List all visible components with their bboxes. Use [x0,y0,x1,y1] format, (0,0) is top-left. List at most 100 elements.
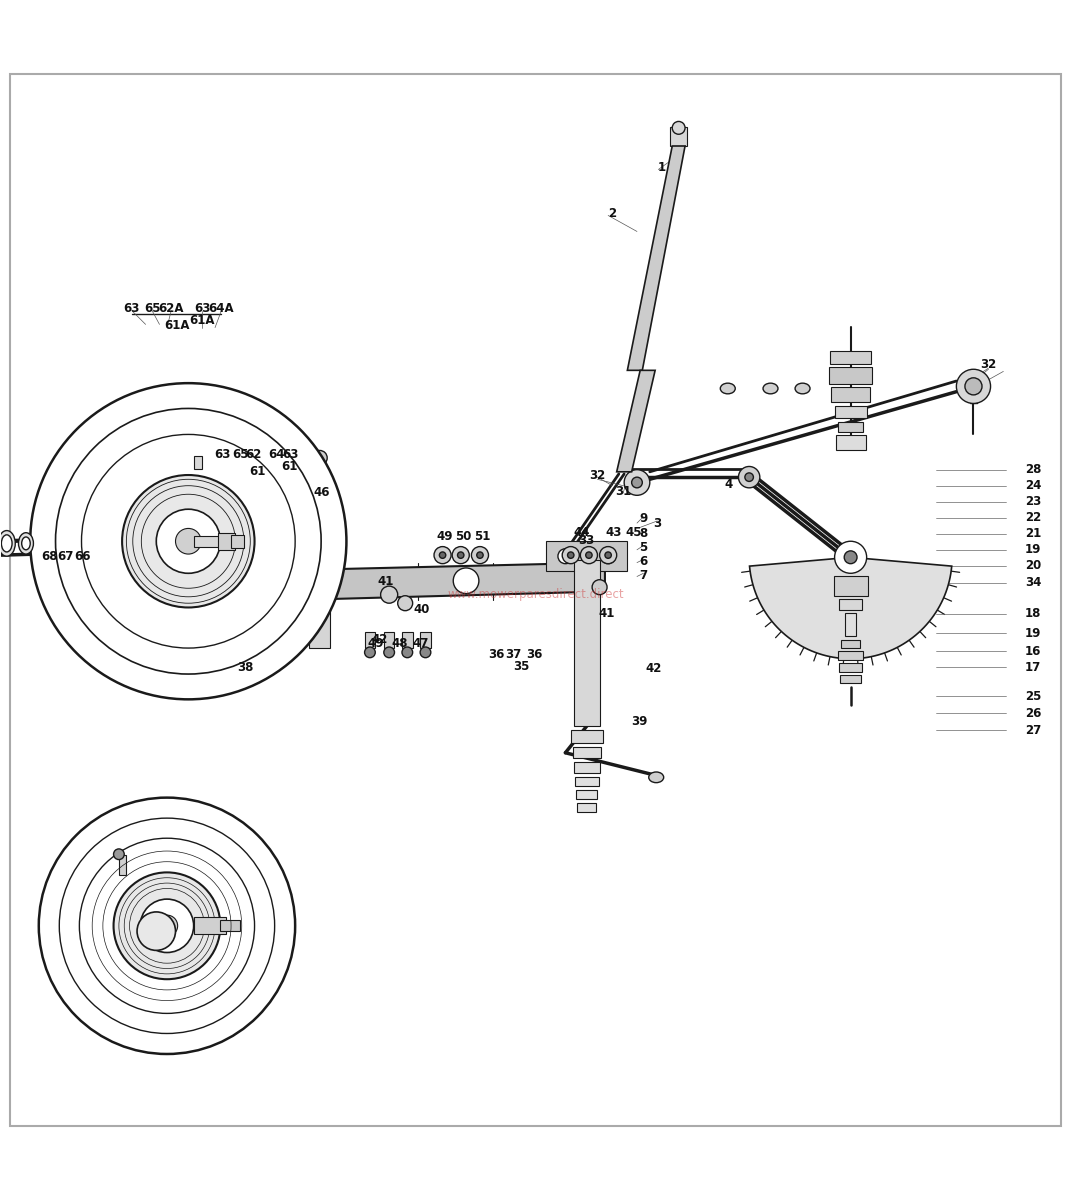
Circle shape [434,546,451,564]
Circle shape [965,378,982,395]
Circle shape [586,552,592,558]
Bar [845,613,856,636]
Bar [76,971,97,988]
Text: 5: 5 [639,541,648,554]
Circle shape [632,478,643,488]
Text: 28: 28 [1025,463,1041,476]
Text: 50: 50 [455,530,471,544]
Ellipse shape [308,589,331,600]
Bar [838,652,863,660]
Text: 61: 61 [250,466,266,479]
Text: 48: 48 [392,637,408,650]
Bar [833,576,868,595]
Bar [296,472,321,491]
Text: 47: 47 [412,637,428,650]
Ellipse shape [0,530,15,557]
Circle shape [844,551,857,564]
Bar [296,532,321,551]
Circle shape [156,509,221,574]
Bar [194,456,202,469]
Text: 63: 63 [283,449,299,461]
Circle shape [79,839,255,1014]
Ellipse shape [649,772,664,782]
Bar [206,652,231,671]
Bar [402,632,412,648]
Text: 22: 22 [1025,511,1041,524]
Text: 17: 17 [1025,661,1041,673]
Text: 21: 21 [1025,527,1041,540]
Bar [56,502,81,521]
Bar [176,652,201,671]
Circle shape [114,848,124,859]
Text: 46: 46 [314,486,330,499]
Bar [834,406,866,419]
Circle shape [397,595,412,611]
Text: 63: 63 [214,449,230,461]
Text: 68: 68 [41,550,58,563]
Bar [830,352,871,364]
Bar [266,442,291,461]
Bar [86,442,111,461]
Text: 40: 40 [413,604,429,616]
Bar [835,436,865,450]
Circle shape [558,548,573,564]
Polygon shape [628,146,685,371]
Text: 36: 36 [487,648,504,661]
Bar [310,482,330,648]
Text: 62A: 62A [159,302,184,314]
Bar [263,917,285,935]
Text: 31: 31 [615,485,631,498]
Text: 19: 19 [1025,626,1041,640]
Bar [296,562,321,581]
Circle shape [624,469,650,496]
Bar [237,864,258,881]
Text: 35: 35 [513,660,530,673]
Text: 45: 45 [625,527,642,539]
Circle shape [114,872,221,979]
Text: 41: 41 [378,575,394,588]
Text: 64: 64 [269,449,285,461]
Bar [296,592,321,611]
Bar [840,674,861,683]
Bar [56,592,81,611]
Circle shape [313,450,328,466]
Text: 61: 61 [282,460,298,473]
Text: 26: 26 [1025,707,1041,720]
Text: 43: 43 [605,527,621,539]
Text: 38: 38 [237,661,253,673]
Bar [116,412,141,431]
Circle shape [380,586,397,604]
Bar [206,412,231,431]
Text: 61A: 61A [190,313,215,326]
Text: 41: 41 [599,607,615,620]
Bar [315,460,326,479]
Ellipse shape [306,497,333,511]
Text: 23: 23 [1025,496,1041,509]
Text: 62: 62 [245,449,261,461]
Circle shape [453,568,479,594]
Text: 6: 6 [639,556,648,568]
Bar [576,790,598,799]
Bar [838,421,863,432]
Text: 2: 2 [608,206,617,220]
Circle shape [140,899,194,953]
Text: 51: 51 [473,530,491,544]
Bar [56,562,81,581]
Bar [420,632,431,648]
Bar [221,920,240,931]
Bar [573,748,601,758]
Polygon shape [617,371,655,472]
Circle shape [30,383,346,700]
Text: 39: 39 [631,715,647,728]
Text: www.mowerparesdirect.direct: www.mowerparesdirect.direct [448,588,623,601]
Bar [210,838,231,854]
Ellipse shape [763,383,778,394]
Circle shape [834,541,866,574]
Circle shape [122,475,255,607]
Circle shape [420,647,431,658]
Bar [76,864,97,881]
Text: 27: 27 [1025,724,1041,737]
Text: 42: 42 [646,662,662,674]
Text: 33: 33 [578,534,594,547]
Text: 8: 8 [639,527,648,540]
